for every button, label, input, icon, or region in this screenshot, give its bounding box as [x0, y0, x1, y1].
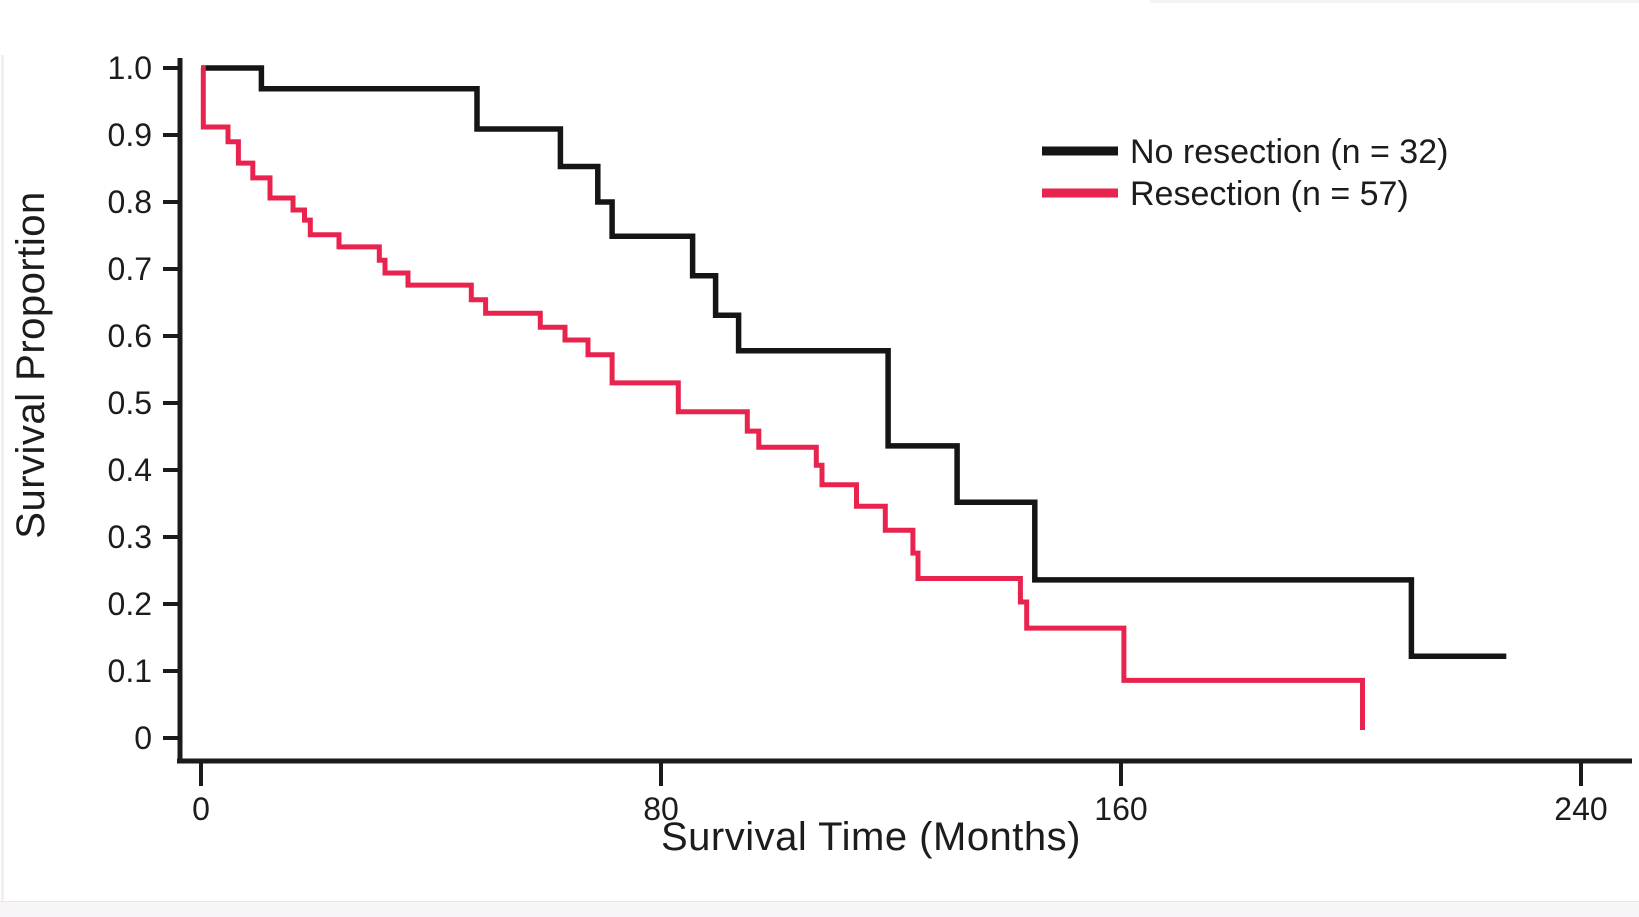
- y-tick-label: 1.0: [108, 50, 152, 86]
- y-tick-label: 0.4: [108, 452, 152, 488]
- y-tick-labels: 1.0 0.9 0.8 0.7 0.6 0.5 0.4 0.3 0.2 0.1 0: [108, 50, 152, 756]
- y-tick-label: 0.1: [108, 653, 152, 689]
- y-axis-title: Survival Proportion: [9, 191, 53, 538]
- legend: No resection (n = 32) Resection (n = 57): [1042, 133, 1448, 213]
- bottom-strip: [0, 902, 1639, 917]
- x-tick-label: 160: [1094, 791, 1147, 827]
- x-tick-label: 0: [192, 791, 210, 827]
- x-tick-label: 240: [1554, 791, 1607, 827]
- legend-label-resection: Resection (n = 57): [1130, 175, 1409, 213]
- y-tick-label: 0.6: [108, 318, 152, 354]
- x-tick-label: 80: [643, 791, 679, 827]
- bottom-strip-border: [0, 901, 1639, 902]
- legend-label-no-resection: No resection (n = 32): [1130, 133, 1448, 171]
- y-tick-label: 0.3: [108, 519, 152, 555]
- y-tick-label: 0.2: [108, 586, 152, 622]
- x-ticks: [199, 763, 1583, 786]
- x-tick-labels: 0 80 160 240: [192, 791, 1608, 827]
- y-tick-label: 0.5: [108, 385, 152, 421]
- y-ticks: [163, 66, 178, 740]
- x-axis-title: Survival Time (Months): [661, 815, 1081, 859]
- y-tick-label: 0.9: [108, 117, 152, 153]
- y-tick-label: 0: [134, 720, 152, 756]
- y-tick-label: 0.7: [108, 251, 152, 287]
- curve-resection: [200, 65, 1365, 730]
- y-tick-label: 0.8: [108, 184, 152, 220]
- left-edge-strip: [1, 55, 4, 901]
- curve-no-resection: [201, 65, 1507, 660]
- top-edge-strip: [1150, 0, 1639, 3]
